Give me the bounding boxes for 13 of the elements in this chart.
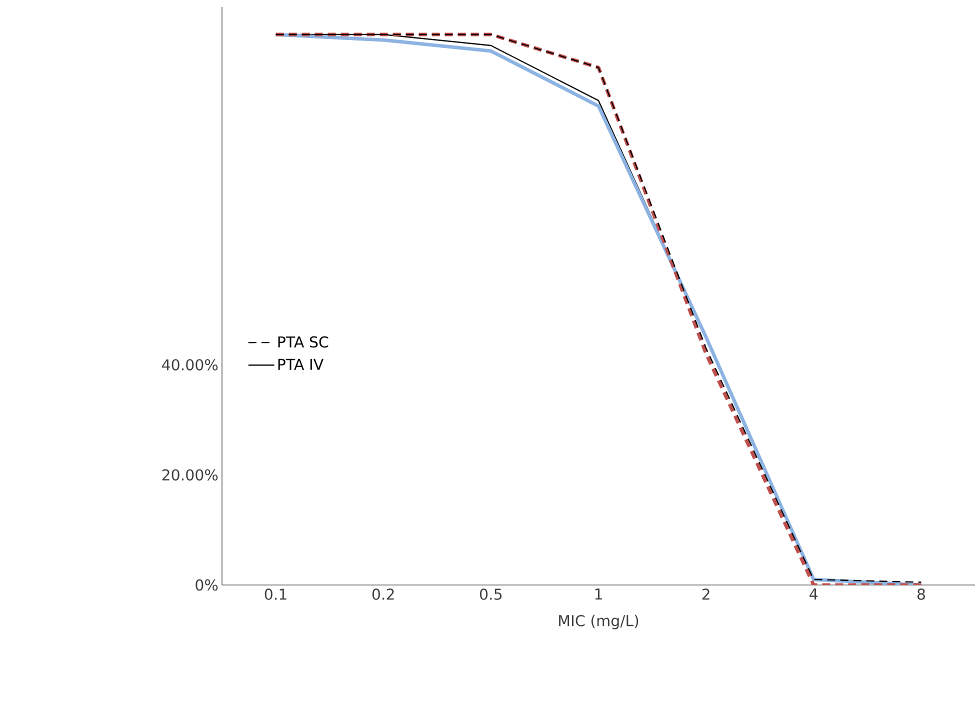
legend-label: PTA SC: [278, 336, 328, 348]
x-tick-label: 4: [810, 588, 818, 600]
y-tick-label: 20.00%: [162, 469, 218, 481]
y-tick-label: 0%: [196, 579, 218, 591]
x-tick-label: 0.2: [372, 588, 394, 600]
x-axis-title: MIC (mg/L): [559, 614, 638, 630]
x-tick-label: 0.1: [264, 588, 286, 600]
x-tick-label: 1: [595, 588, 602, 600]
x-tick-label: 8: [917, 588, 925, 600]
x-tick-label: 2: [702, 588, 710, 600]
y-tick-label: 40.00%: [162, 359, 218, 370]
legend-label: PTA IV: [278, 358, 324, 370]
x-tick-label: 0.5: [480, 588, 502, 600]
